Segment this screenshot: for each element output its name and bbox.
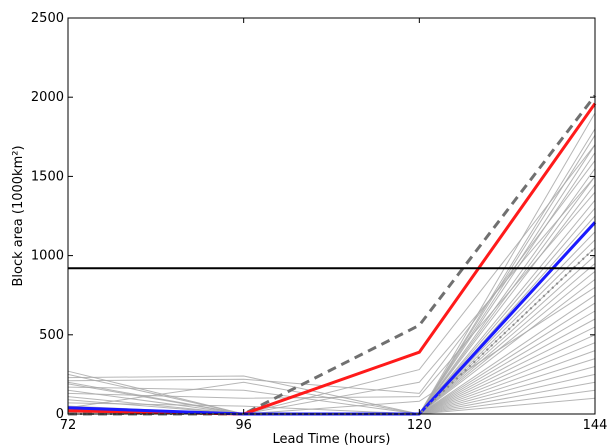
y-tick-label: 0 [56,407,64,422]
ensemble-line-11 [67,223,596,415]
ensemble-line-10 [67,215,596,415]
y-tick-label: 1500 [31,169,64,184]
y-axis: 0 500 1000 1500 2000 2500 [31,11,595,422]
ensemble-line-2 [67,152,596,415]
y-axis-label: Block area (1000km²) [11,145,26,286]
x-axis: 72 96 120 144 [60,18,607,433]
ensemble-line-35 [68,176,596,415]
ensemble-line-5 [67,176,596,415]
ensemble-line-18 [68,279,596,415]
y-tick-label: 2000 [31,90,64,105]
x-tick-label: 72 [60,418,77,433]
series-line-dashed [68,94,597,416]
ensemble-line-7 [67,191,596,399]
x-tick-label: 96 [235,418,252,433]
y-tick-label: 1000 [31,249,64,264]
plot-frame [67,17,596,415]
y-tick-label: 2500 [31,11,64,26]
x-tick-label: 144 [583,418,607,433]
ensemble-line-0 [67,134,596,415]
ensemble-line-19 [67,286,596,415]
x-axis-label: Lead Time (hours) [272,432,390,445]
y-tick-label: 500 [39,328,64,343]
ensemble-line-3 [67,160,596,394]
x-tick-label: 120 [407,418,432,433]
series-line-red [67,102,597,416]
